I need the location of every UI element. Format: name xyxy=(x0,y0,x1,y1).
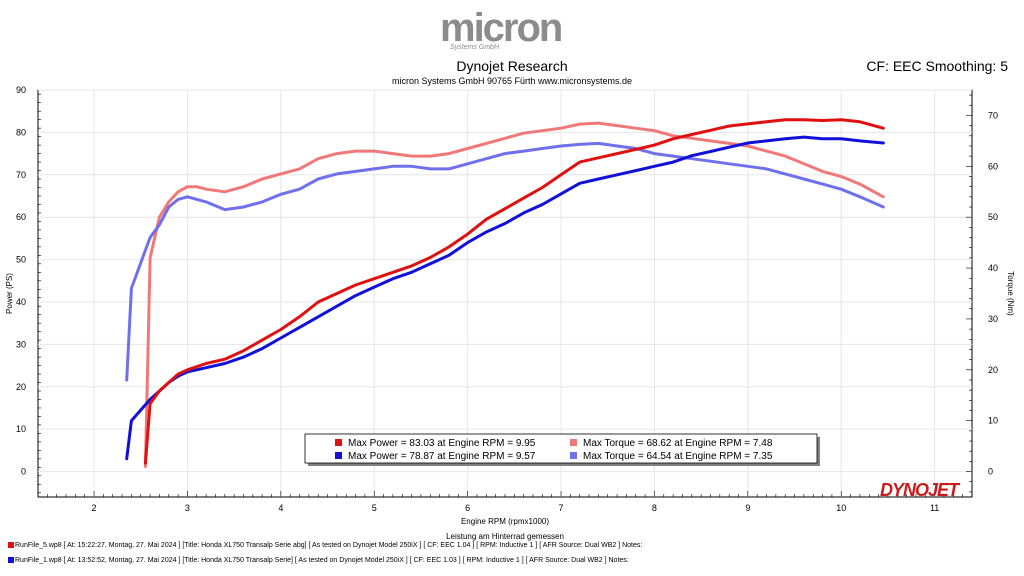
chart-subtitle: micron Systems GmbH 90765 Fürth www.micr… xyxy=(391,76,633,86)
legend-swatch xyxy=(570,452,577,459)
y-left-tick-label: 40 xyxy=(16,297,26,307)
y-left-axis-label: Power (PS) xyxy=(5,273,14,314)
torque-run1-line xyxy=(125,141,885,382)
footer-run5-text: RunFile_5.wp8 [ At: 15:22:27, Montag, 27… xyxy=(15,542,643,549)
footer-run1-text: RunFile_1.wp8 [ At: 13:52:52, Montag, 27… xyxy=(15,557,629,564)
y-right-tick-label: 50 xyxy=(988,212,998,222)
y-left-tick-label: 90 xyxy=(16,85,26,95)
legend-entry: Max Power = 83.03 at Engine RPM = 9.95 xyxy=(348,438,536,449)
x-tick-label: 4 xyxy=(278,503,283,513)
x-tick-label: 5 xyxy=(372,503,377,513)
y-left-tick-label: 80 xyxy=(16,127,26,137)
x-tick-label: 6 xyxy=(465,503,470,513)
y-left-tick-label: 50 xyxy=(16,255,26,265)
legend-swatch xyxy=(335,439,342,446)
legend-entry: Max Torque = 64.54 at Engine RPM = 7.35 xyxy=(583,451,773,462)
x-tick-label: 11 xyxy=(930,503,939,513)
x-tick-label: 8 xyxy=(652,503,657,513)
correction-factor-label: CF: EEC Smoothing: 5 xyxy=(866,58,1008,74)
y-left-tick-label: 0 xyxy=(21,467,26,477)
x-tick-label: 2 xyxy=(92,503,97,513)
torque-run5-line xyxy=(143,121,885,468)
legend-swatch xyxy=(335,452,342,459)
legend-entry: Max Power = 78.87 at Engine RPM = 9.57 xyxy=(348,451,536,462)
y-left-tick-label: 70 xyxy=(16,170,26,180)
y-right-tick-label: 60 xyxy=(988,161,998,171)
dynojet-logo: DYNOJET xyxy=(880,480,959,500)
y-right-tick-label: 20 xyxy=(988,365,998,375)
y-left-tick-label: 60 xyxy=(16,212,26,222)
logo-text: micron xyxy=(440,6,563,50)
footer-run1: RunFile_1.wp8 [ At: 13:52:52, Montag, 27… xyxy=(8,557,629,564)
logo-subtitle: Systems GmbH xyxy=(450,44,500,51)
y-right-tick-label: 0 xyxy=(988,467,993,477)
micron-logo: micron Systems GmbH xyxy=(440,6,590,56)
x-tick-label: 7 xyxy=(559,503,564,513)
x-tick-label: 9 xyxy=(745,503,750,513)
y-right-tick-label: 70 xyxy=(988,110,998,120)
x-axis-sublabel: Leistung am Hinterrad gemessen xyxy=(446,532,564,541)
power-run5-line xyxy=(143,118,885,465)
x-tick-label: 10 xyxy=(836,503,846,513)
y-left-tick-label: 10 xyxy=(16,424,26,434)
y-right-tick-label: 10 xyxy=(988,416,998,426)
x-axis-label: Engine RPM (rpmx1000) xyxy=(461,517,549,526)
run5-marker-icon xyxy=(8,542,14,549)
y-left-tick-label: 30 xyxy=(16,339,26,349)
y-right-tick-label: 30 xyxy=(988,314,998,324)
run1-marker-icon xyxy=(8,557,14,564)
chart-title: Dynojet Research xyxy=(456,58,568,74)
y-right-axis-label: Torque (Nm) xyxy=(1006,271,1015,316)
y-right-tick-label: 40 xyxy=(988,263,998,273)
x-tick-label: 3 xyxy=(185,503,190,513)
power-run1-line xyxy=(125,135,885,461)
footer-run5: RunFile_5.wp8 [ At: 15:22:27, Montag, 27… xyxy=(8,542,642,549)
legend-swatch xyxy=(570,439,577,446)
legend-box xyxy=(304,433,818,464)
legend-entry: Max Torque = 68.62 at Engine RPM = 7.48 xyxy=(583,438,773,449)
y-left-tick-label: 20 xyxy=(16,382,26,392)
